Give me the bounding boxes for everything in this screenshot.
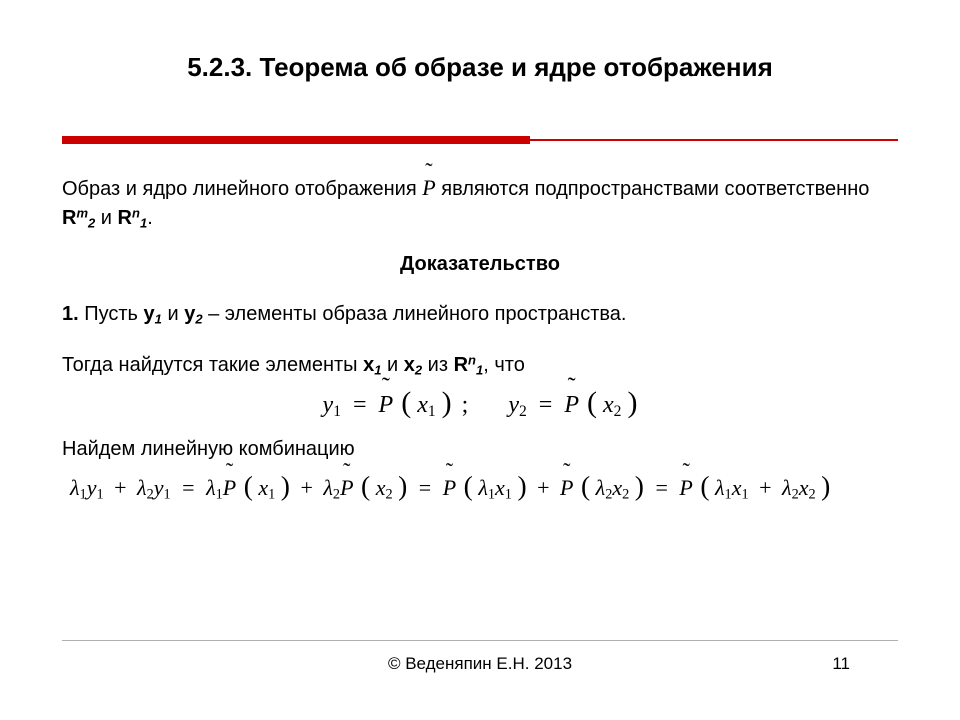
- y2: y2: [508, 392, 526, 418]
- plus: +: [537, 475, 549, 500]
- slide-title: 5.2.3. Теорема об образе и ядре отображе…: [0, 52, 960, 83]
- sup-m: m: [76, 206, 88, 221]
- text: Тогда найдутся такие элементы: [62, 354, 363, 376]
- y1: y1: [323, 392, 341, 418]
- text: , что: [483, 354, 525, 376]
- space-rn1: Rn1: [454, 354, 484, 376]
- p-tilde: ˜P: [340, 475, 353, 501]
- plus: +: [300, 475, 312, 500]
- lparen: (: [464, 470, 473, 501]
- step-1: 1. Пусть y1 и y2 – элементы образа линей…: [62, 300, 898, 329]
- lparen: (: [700, 470, 709, 501]
- plus: +: [759, 475, 771, 500]
- lparen: (: [587, 386, 597, 419]
- rparen: ): [627, 386, 637, 419]
- y1: y1: [144, 303, 162, 325]
- x1: x1: [417, 392, 435, 418]
- l2y1: λ2y1: [137, 475, 171, 500]
- semi: ;: [462, 392, 469, 418]
- and: и: [95, 207, 117, 229]
- l1x1: λ1x1: [715, 475, 749, 500]
- rule-thin: [530, 139, 898, 141]
- and: и: [162, 303, 184, 325]
- x2: x2: [404, 354, 422, 376]
- rparen: ): [281, 470, 290, 501]
- footer-rule: [62, 640, 898, 641]
- l2: λ2: [323, 475, 340, 500]
- text: Пусть: [79, 303, 144, 325]
- rparen: ): [442, 386, 452, 419]
- lparen: (: [581, 470, 590, 501]
- rparen: ): [517, 470, 526, 501]
- rparen: ): [398, 470, 407, 501]
- title-rule: [62, 136, 898, 144]
- text: – элементы образа линейного пространства…: [203, 303, 627, 325]
- eq: =: [353, 392, 367, 418]
- eq: =: [655, 475, 667, 500]
- eq: =: [539, 392, 553, 418]
- equation-linear-combination: λ1y1 + λ2y1 = λ1˜P ( x1 ) + λ2˜P ( x2 ) …: [62, 470, 898, 504]
- text: из: [422, 354, 453, 376]
- p-tilde: ˜P: [564, 392, 579, 419]
- rparen: ): [821, 470, 830, 501]
- sup-n: n: [132, 206, 140, 221]
- body: Образ и ядро линейного отображения ˜P яв…: [62, 172, 898, 518]
- x1: x1: [258, 475, 275, 500]
- p-tilde: ˜P: [422, 172, 435, 204]
- l1: λ1: [206, 475, 223, 500]
- rule-thick: [62, 136, 530, 144]
- text: являются подпространствами соответственн…: [436, 178, 870, 200]
- eq: =: [419, 475, 431, 500]
- r: R: [118, 207, 132, 229]
- p-tilde: ˜P: [379, 392, 394, 419]
- x2: x2: [603, 392, 621, 418]
- proof-heading: Доказательство: [62, 253, 898, 276]
- p-tilde: ˜P: [560, 475, 573, 501]
- l1y1: λ1y1: [70, 475, 104, 500]
- text: Образ и ядро линейного отображения: [62, 178, 422, 200]
- lparen: (: [361, 470, 370, 501]
- lparen: (: [401, 386, 411, 419]
- plus: +: [114, 475, 126, 500]
- r: R: [62, 207, 76, 229]
- tilde-mark: ˜: [422, 155, 435, 187]
- p-tilde: ˜P: [679, 475, 692, 501]
- rparen: ): [635, 470, 644, 501]
- p-tilde: ˜P: [443, 475, 456, 501]
- eq: =: [182, 475, 194, 500]
- space-rn1: Rn1: [118, 207, 148, 229]
- l2x2: λ2x2: [782, 475, 816, 500]
- equation-y-eq-px: y1 = ˜P ( x1 ) ; y2 = ˜P ( x2 ): [62, 386, 898, 421]
- footer-copyright: © Веденяпин Е.Н. 2013: [0, 654, 960, 674]
- step-num: 1.: [62, 303, 79, 325]
- find-combination: Найдем линейную комбинацию: [62, 435, 898, 464]
- x2: x2: [376, 475, 393, 500]
- p-tilde: ˜P: [223, 475, 236, 501]
- then-paragraph: Тогда найдутся такие элементы x1 и x2 из…: [62, 351, 898, 380]
- space-rm2: Rm2: [62, 207, 95, 229]
- page-number: 11: [832, 654, 850, 674]
- lparen: (: [244, 470, 253, 501]
- l2x2: λ2x2: [596, 475, 630, 500]
- y2: y2: [184, 303, 202, 325]
- l1x1: λ1x1: [478, 475, 512, 500]
- intro-paragraph: Образ и ядро линейного отображения ˜P яв…: [62, 172, 898, 233]
- period: .: [147, 207, 153, 229]
